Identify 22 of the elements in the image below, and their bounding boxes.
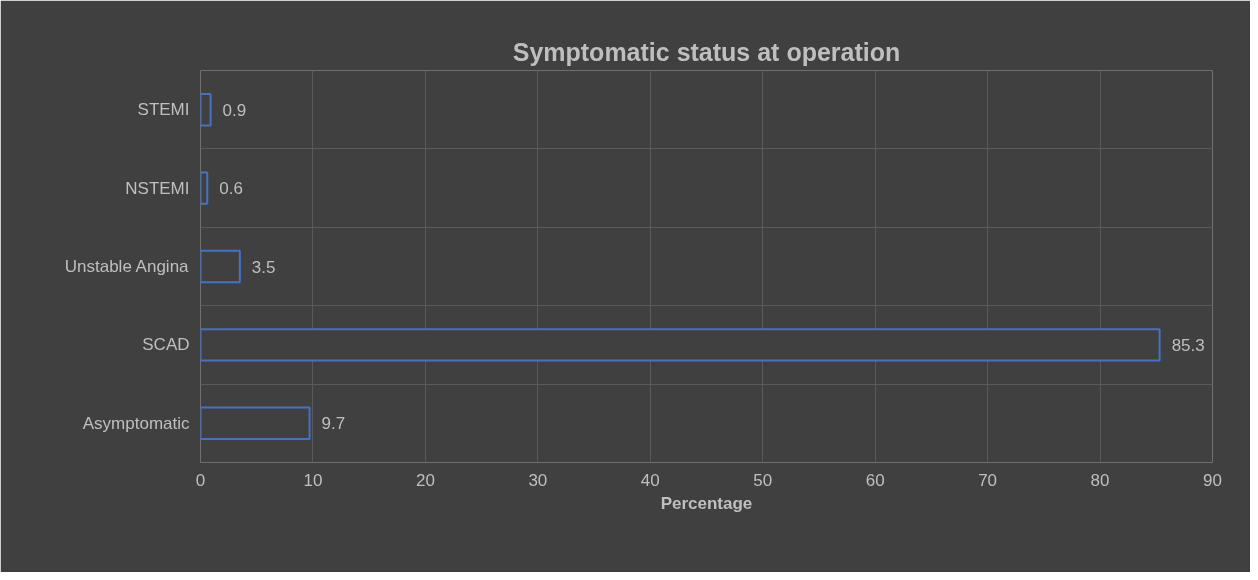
data-label: 0.6	[219, 179, 243, 199]
x-tick-label: 50	[753, 470, 773, 490]
data-label: 9.7	[321, 414, 346, 434]
data-label: 0.9	[222, 100, 247, 120]
x-tick-label: 90	[1203, 470, 1222, 490]
x-tick-label: 20	[415, 470, 435, 490]
x-tick-label: 30	[528, 470, 548, 490]
y-tick-label: Unstable Angina	[64, 257, 190, 276]
data-label: 85.3	[1171, 335, 1205, 355]
x-tick-label: 80	[1090, 470, 1110, 490]
x-tick-label: 60	[865, 470, 885, 490]
y-tick-label: NSTEMI	[125, 178, 190, 198]
y-tick-label: STEMI	[137, 100, 190, 120]
y-tick-label: Asymptomatic	[82, 413, 190, 433]
y-tick-label: SCAD	[142, 335, 190, 355]
x-axis-title: Percentage	[660, 493, 753, 513]
x-tick-label: 70	[978, 470, 998, 490]
x-tick-label: 10	[303, 470, 323, 490]
x-tick-label: 0	[195, 470, 206, 490]
x-tick-label: 40	[640, 470, 660, 490]
chart-title: Symptomatic status at operation	[512, 37, 901, 66]
data-label: 3.5	[251, 257, 276, 277]
